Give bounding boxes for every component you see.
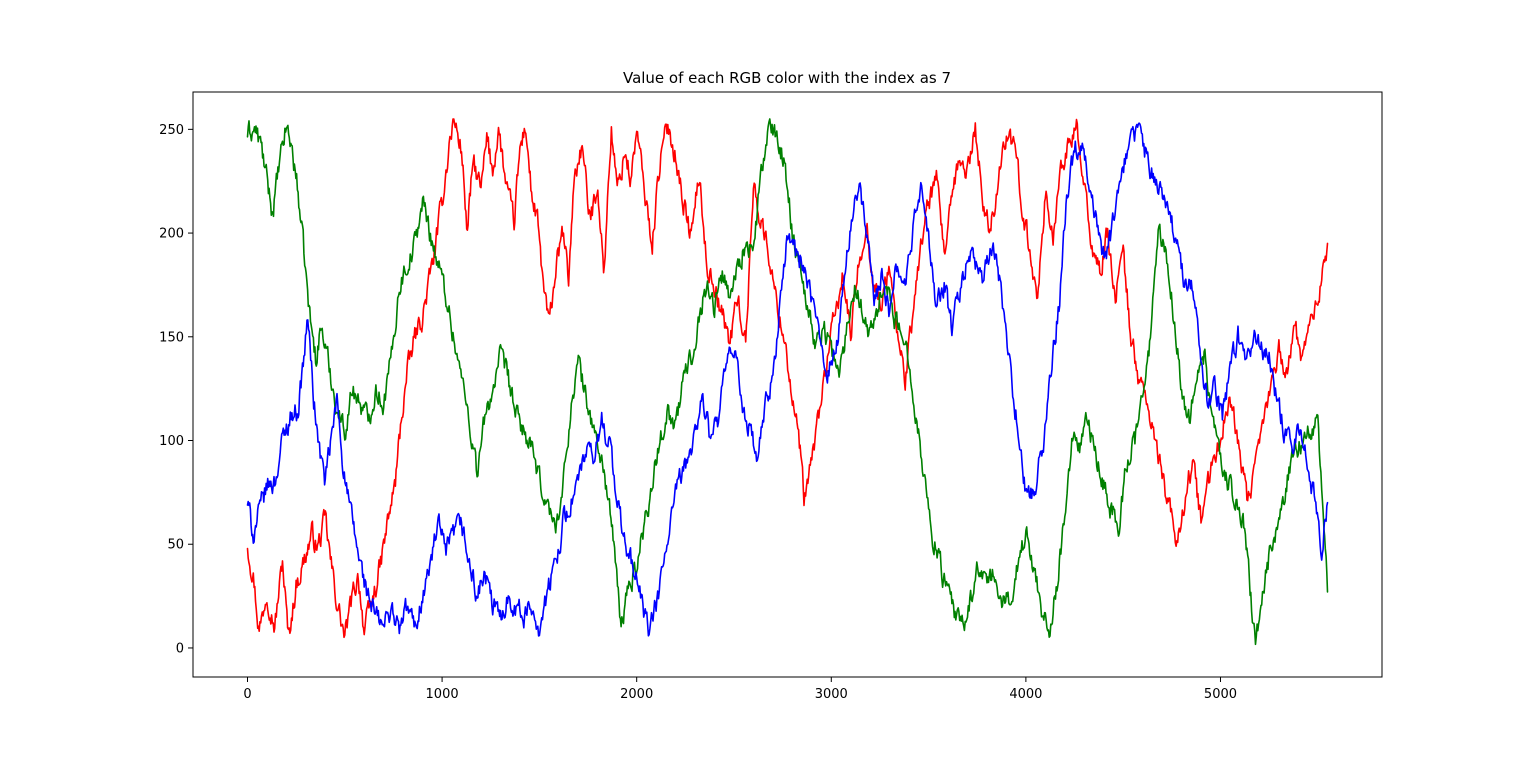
y-tick-label: 0 xyxy=(176,641,184,656)
x-axis: 0 1000 2000 3000 4000 5000 xyxy=(243,677,1237,702)
chart-title: Value of each RGB color with the index a… xyxy=(623,69,951,87)
y-tick-label: 50 xyxy=(167,538,184,553)
x-tick-label: 4000 xyxy=(1009,687,1042,702)
x-tick-label: 1000 xyxy=(426,687,459,702)
plot-frame xyxy=(192,91,1383,678)
series-layer xyxy=(246,118,1329,646)
x-tick-label: 3000 xyxy=(815,687,848,702)
y-tick-label: 150 xyxy=(159,330,184,345)
y-tick-label: 200 xyxy=(159,227,184,242)
y-axis: 0 50 100 150 200 250 xyxy=(159,123,193,656)
x-tick-label: 5000 xyxy=(1204,687,1237,702)
series-line-blue xyxy=(246,122,1329,637)
series-line-green xyxy=(246,118,1329,646)
x-tick-label: 2000 xyxy=(620,687,653,702)
x-tick-label: 0 xyxy=(243,687,251,702)
y-tick-label: 100 xyxy=(159,434,184,449)
y-tick-label: 250 xyxy=(159,123,184,138)
series-line-red xyxy=(246,118,1329,639)
